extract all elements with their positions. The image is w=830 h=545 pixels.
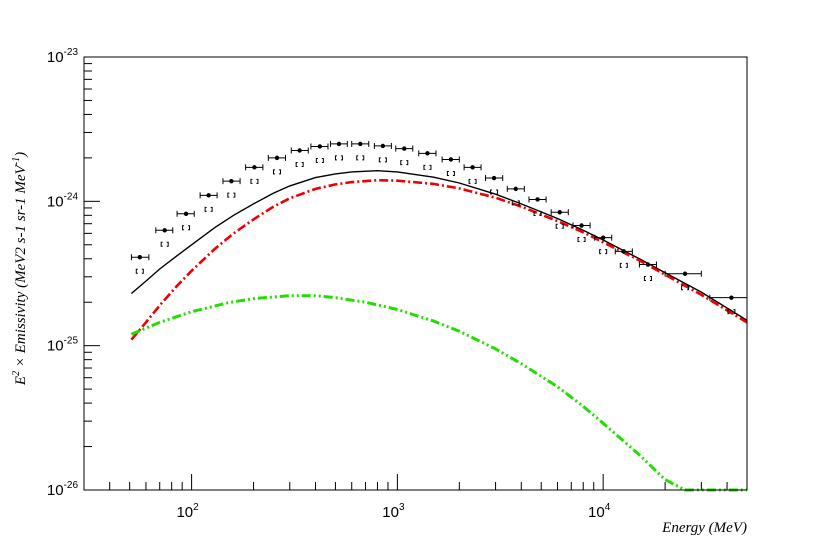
y-tick-label: 10-26	[47, 480, 79, 499]
data-points	[130, 140, 748, 315]
model-curves	[130, 169, 748, 492]
data-point	[130, 254, 150, 274]
data-point	[638, 261, 657, 281]
x-tick-label: 102	[176, 502, 199, 521]
x-axis-title: Energy (MeV)	[661, 520, 747, 536]
data-point	[506, 185, 525, 206]
data-point	[373, 142, 392, 163]
data-point	[463, 164, 482, 184]
data-point	[267, 154, 287, 175]
y-tick-label: 10-25	[47, 336, 79, 355]
data-point	[351, 140, 370, 161]
data-point	[484, 175, 504, 195]
data-point	[199, 192, 218, 212]
data-point	[290, 147, 309, 167]
data-point	[550, 209, 569, 229]
y-axis-title: E2 × Emissivity (MeV2 s-1 sr-1 MeV-1)	[11, 152, 29, 386]
data-point	[176, 210, 195, 231]
axis-ticks	[83, 63, 748, 491]
data-point	[594, 234, 613, 255]
y-tick-label: 10-24	[47, 191, 79, 210]
y-tick-label: 10-23	[47, 47, 79, 66]
data-point	[329, 140, 348, 161]
x-tick-label: 103	[382, 502, 405, 521]
data-point	[395, 145, 414, 166]
x-tick-label: 104	[588, 502, 611, 521]
curve-total	[130, 169, 748, 321]
data-point	[614, 248, 633, 268]
data-point	[245, 164, 264, 184]
plot-frame	[83, 56, 748, 491]
data-point	[664, 270, 702, 291]
data-point	[155, 227, 174, 247]
curve-red	[130, 178, 748, 341]
tick-labels: 102 103 104 10-26 10-25 10-24 10-23	[47, 47, 611, 521]
data-point	[528, 196, 547, 216]
data-point	[310, 143, 329, 163]
data-point	[572, 222, 591, 242]
data-point	[441, 156, 460, 176]
data-point	[222, 178, 241, 198]
data-point	[418, 150, 437, 170]
curve-green	[130, 294, 747, 492]
